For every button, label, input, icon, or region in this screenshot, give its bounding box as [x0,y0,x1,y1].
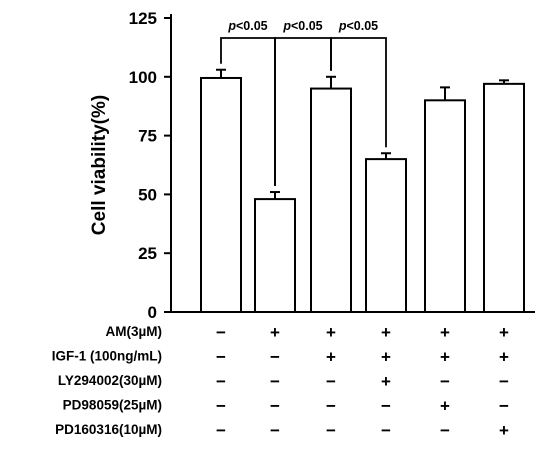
treatment-sign: + [440,323,450,342]
significance-bracket [330,37,387,148]
treatment-sign: − [216,397,226,416]
treatment-sign: − [440,372,450,391]
treatment-sign: − [216,372,226,391]
treatment-sign: − [326,397,336,416]
treatment-sign: − [499,397,509,416]
treatment-sign: + [381,372,391,391]
treatment-sign: − [270,372,280,391]
y-tick-label: 100 [129,68,157,87]
treatment-sign: − [499,372,509,391]
y-axis-label: Cell viability(%) [89,95,110,235]
significance-label: p<0.05 [227,19,267,33]
treatment-row-label: AM(3µM) [105,324,162,339]
treatment-sign: − [216,421,226,440]
treatment-sign: − [270,397,280,416]
treatment-sign: + [270,323,280,342]
y-tick-label: 0 [148,303,157,322]
y-tick-label: 125 [129,9,157,28]
treatment-sign: + [499,348,509,367]
treatment-sign: + [381,323,391,342]
treatment-sign: − [326,372,336,391]
bar [365,158,407,313]
treatment-sign: + [499,421,509,440]
significance-label: p<0.05 [282,19,322,33]
treatment-sign: + [381,348,391,367]
y-tick-label: 75 [138,127,157,146]
treatment-sign: + [440,397,450,416]
treatment-row-label: PD98059(25µM) [63,398,162,413]
treatment-sign: − [440,421,450,440]
significance-label: p<0.05 [338,19,378,33]
treatment-sign: − [216,323,226,342]
bar [200,76,242,313]
treatment-sign: − [270,348,280,367]
treatment-row-label: PD160316(10µM) [55,422,162,437]
treatment-sign: + [440,348,450,367]
treatment-sign: − [270,421,280,440]
treatment-sign: − [326,421,336,440]
treatment-sign: − [216,348,226,367]
treatment-sign: − [381,421,391,440]
bar [483,82,525,313]
treatment-sign: + [326,348,336,367]
bar [424,99,466,313]
y-tick-label: 50 [138,185,157,204]
treatment-row-label: LY294002(30µM) [58,373,162,388]
bar [254,198,296,313]
treatment-sign: + [499,323,509,342]
treatment-sign: − [381,397,391,416]
treatment-row-label: IGF-1 (100ng/mL) [52,349,162,364]
bar [310,87,352,313]
y-tick-label: 25 [138,244,157,263]
treatment-sign: + [326,323,336,342]
